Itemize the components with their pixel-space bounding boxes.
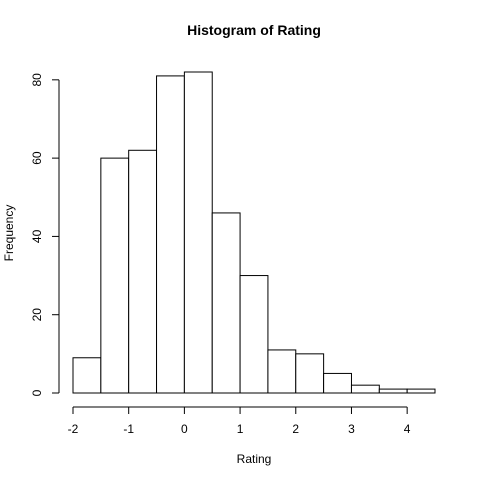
histogram-bar [211,212,241,394]
x-tick-label: 2 [292,422,299,436]
y-tick-label: 0 [30,389,44,396]
histogram-bar [183,71,213,394]
histogram-bar [295,353,325,394]
x-tick-label: 3 [348,422,355,436]
histogram-bar [323,372,352,394]
x-tick-label: 1 [237,422,244,436]
x-tick-label: -2 [68,422,79,436]
bars-group [72,71,436,394]
y-tick-label: 60 [30,151,44,165]
histogram-bar [350,384,380,394]
x-axis: -2 -1 0 1 2 3 4 [68,406,411,436]
histogram-bar [239,275,269,394]
x-tick-label: 4 [404,422,411,436]
y-axis: 0 20 40 60 80 [30,73,60,396]
x-tick-label: 0 [181,422,188,436]
histogram-bar [128,149,158,394]
histogram-bar [406,388,436,394]
x-axis-label: Rating [237,452,272,466]
histogram-bar [267,349,297,394]
y-tick-label: 80 [30,73,44,87]
chart-title: Histogram of Rating [187,22,321,38]
histogram-bar [156,75,185,394]
y-tick-label: 40 [30,229,44,243]
y-axis-label: Frequency [2,205,16,262]
histogram-bar [378,388,408,394]
histogram-bar [100,157,130,394]
x-tick-label: -1 [123,422,134,436]
histogram-bar [72,357,102,394]
y-tick-label: 20 [30,308,44,322]
